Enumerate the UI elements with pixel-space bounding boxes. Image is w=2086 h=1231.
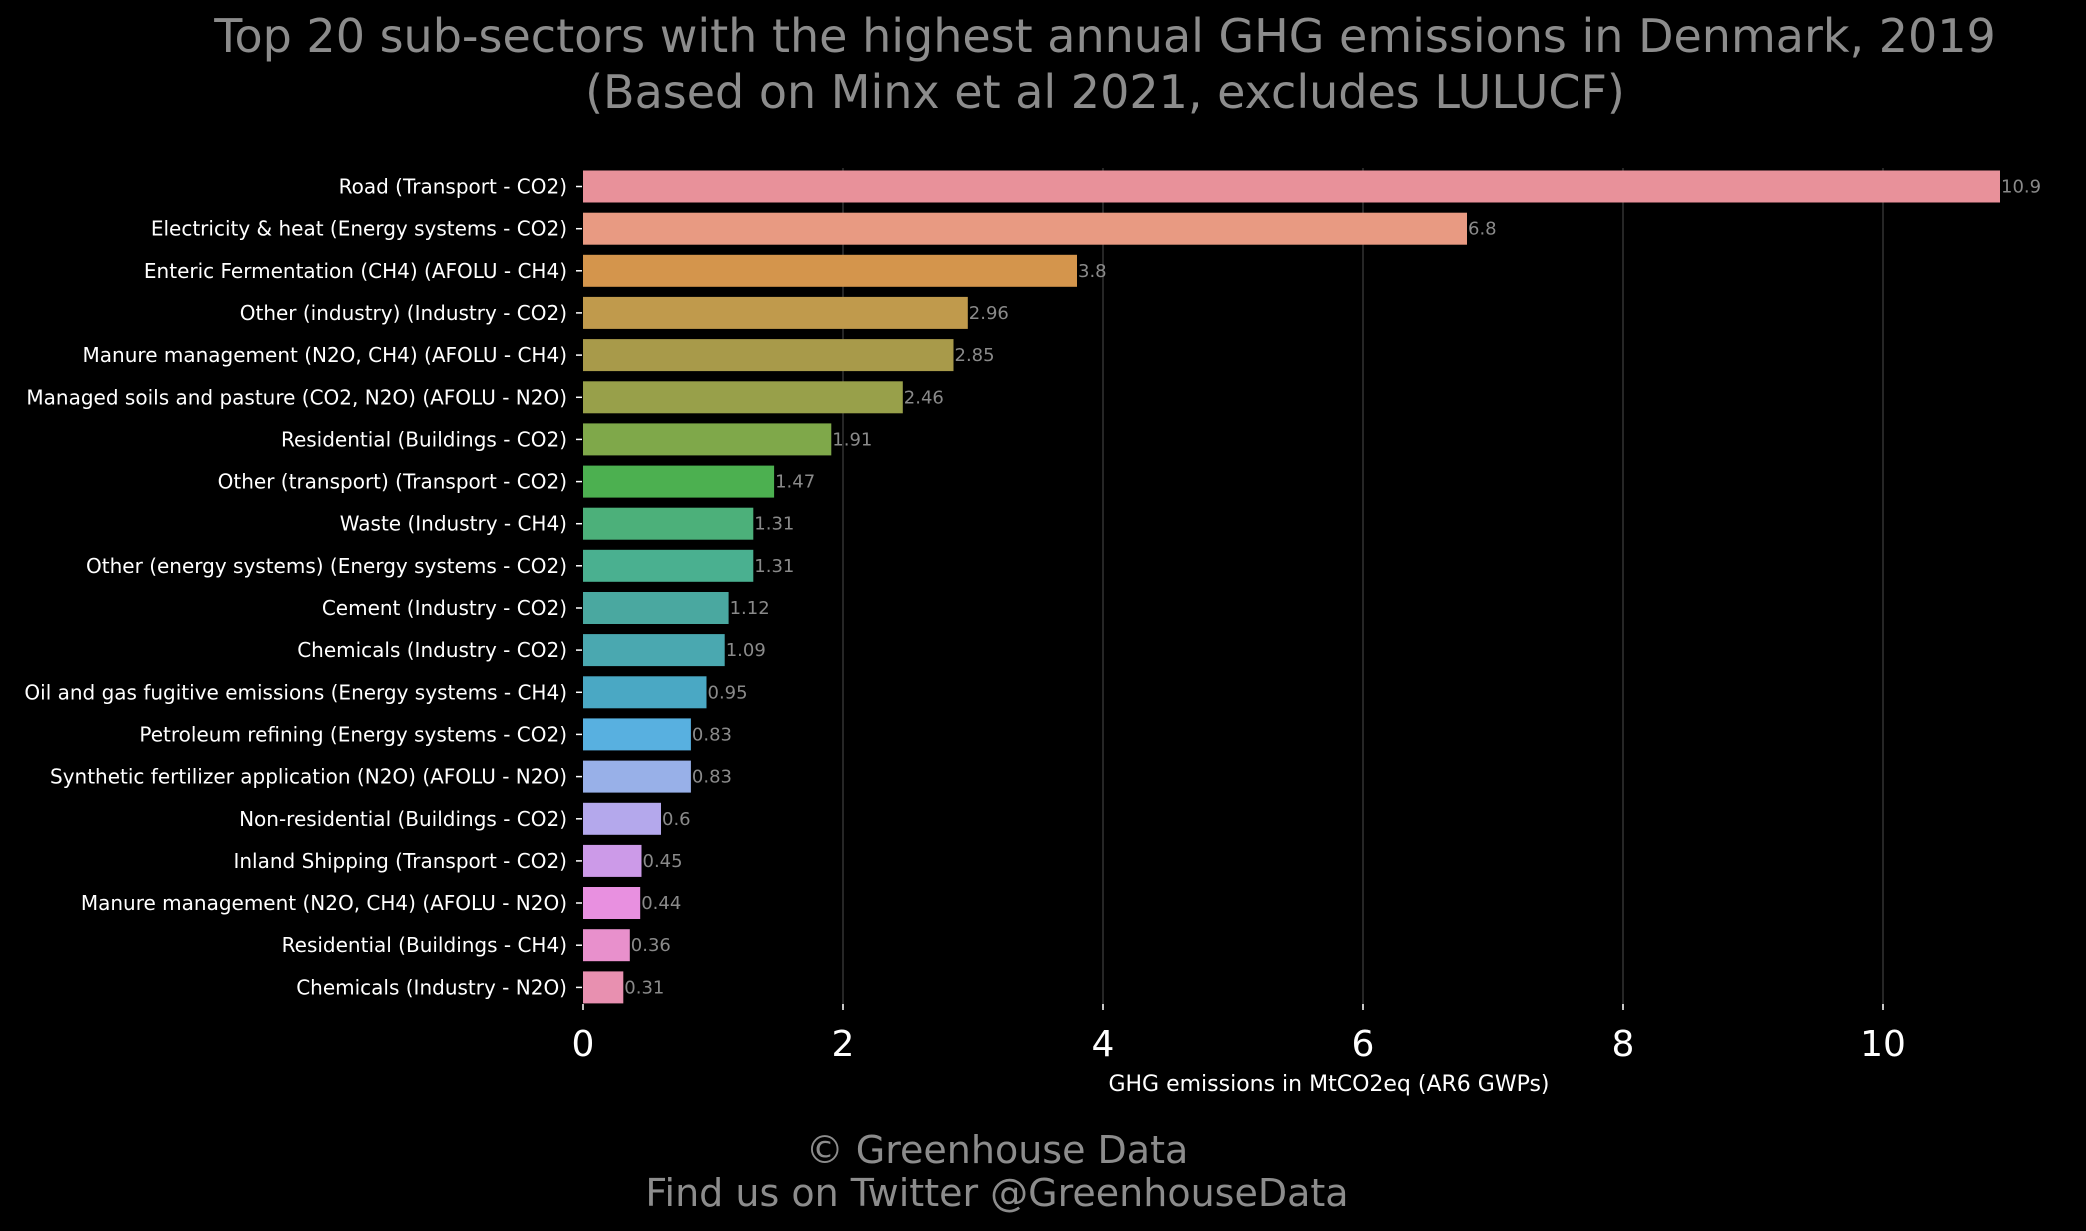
bar: [583, 507, 754, 540]
bar: [583, 844, 642, 877]
data-label: 2.85: [955, 345, 995, 366]
x-tick-label: 2: [832, 1024, 855, 1065]
category-label: Other (energy systems) (Energy systems -…: [86, 554, 567, 578]
category-label: Synthetic fertilizer application (N2O) (…: [50, 765, 567, 789]
bar: [583, 634, 725, 667]
credit-line-2: Find us on Twitter @GreenhouseData: [645, 1171, 1348, 1215]
bar: [583, 549, 754, 582]
bar: [583, 887, 641, 919]
x-axis-title: GHG emissions in MtCO2eq (AR6 GWPs): [1108, 1072, 1549, 1097]
data-label: 2.46: [904, 387, 944, 408]
category-label: Managed soils and pasture (CO2, N2O) (AF…: [26, 385, 567, 409]
category-label: Waste (Industry - CH4): [340, 512, 567, 536]
category-label: Oil and gas fugitive emissions (Energy s…: [24, 680, 567, 704]
bar: [583, 802, 661, 835]
bar: [583, 254, 1077, 287]
bar: [583, 296, 968, 329]
data-label: 1.47: [775, 472, 815, 493]
bar: [583, 170, 2000, 203]
credit-line-1: © Greenhouse Data: [806, 1128, 1189, 1172]
x-tick-label: 8: [1612, 1024, 1635, 1065]
category-label: Other (transport) (Transport - CO2): [218, 470, 567, 494]
data-label: 0.31: [624, 977, 664, 998]
category-label: Cement (Industry - CO2): [322, 596, 567, 620]
bars: [583, 170, 2000, 1004]
category-label: Residential (Buildings - CO2): [281, 427, 567, 451]
category-label: Manure management (N2O, CH4) (AFOLU - N2…: [81, 891, 567, 915]
data-label: 1.31: [754, 556, 794, 577]
category-label: Road (Transport - CO2): [339, 175, 567, 199]
data-label: 1.91: [832, 429, 872, 450]
data-label: 0.83: [692, 724, 732, 745]
data-label: 1.09: [726, 640, 766, 661]
value-labels: 10.9 6.8 3.8 2.96 2.85 2.46 1.91 1.47 1.31 1.31 1.…: [624, 177, 2041, 999]
bar: [583, 381, 903, 414]
grid-lines: [842, 168, 1884, 1008]
category-label: Residential (Buildings - CH4): [282, 933, 567, 957]
bar: [583, 423, 832, 456]
category-label: Enteric Fermentation (CH4) (AFOLU - CH4): [144, 259, 567, 283]
chart-subtitle: (Based on Minx et al 2021, excludes LULU…: [585, 65, 1625, 119]
x-tick-label: 0: [572, 1024, 595, 1065]
data-label: 1.12: [730, 598, 770, 619]
bar: [583, 339, 954, 372]
data-label: 0.6: [662, 809, 691, 830]
bar: [583, 718, 691, 751]
data-label: 0.36: [631, 935, 671, 956]
category-label: Manure management (N2O, CH4) (AFOLU - CH…: [83, 343, 567, 367]
category-label: Non-residential (Buildings - CO2): [239, 807, 567, 831]
bar: [583, 465, 775, 498]
data-label: 1.31: [754, 514, 794, 535]
bar: [583, 929, 630, 962]
category-label: Chemicals (Industry - N2O): [296, 975, 567, 999]
data-label: 0.83: [692, 767, 732, 788]
data-label: 0.45: [643, 851, 683, 872]
data-label: 2.96: [969, 303, 1009, 324]
category-label: Chemicals (Industry - CO2): [297, 638, 567, 662]
bar: [583, 212, 1467, 245]
bar: [583, 676, 707, 709]
x-tick-label: 10: [1860, 1024, 1906, 1065]
bar: [583, 760, 691, 793]
bar: [583, 592, 729, 624]
x-tick-label: 4: [1092, 1024, 1115, 1065]
data-label: 6.8: [1468, 219, 1497, 240]
x-tick-label: 6: [1352, 1024, 1375, 1065]
category-labels: Road (Transport - CO2) Electricity & heat…: [24, 175, 582, 999]
x-axis: 0 2 4 6 8 10: [572, 1004, 1906, 1065]
category-label: Petroleum refining (Energy systems - CO2…: [139, 722, 567, 746]
data-label: 10.9: [2001, 177, 2041, 198]
data-label: 3.8: [1078, 261, 1107, 282]
data-label: 0.44: [641, 893, 681, 914]
chart-title: Top 20 sub-sectors with the highest annu…: [213, 9, 1996, 63]
category-label: Electricity & heat (Energy systems - CO2…: [151, 217, 567, 241]
category-label: Inland Shipping (Transport - CO2): [233, 849, 567, 873]
data-label: 0.95: [708, 682, 748, 703]
category-label: Other (industry) (Industry - CO2): [240, 301, 567, 325]
bar: [583, 971, 624, 1004]
